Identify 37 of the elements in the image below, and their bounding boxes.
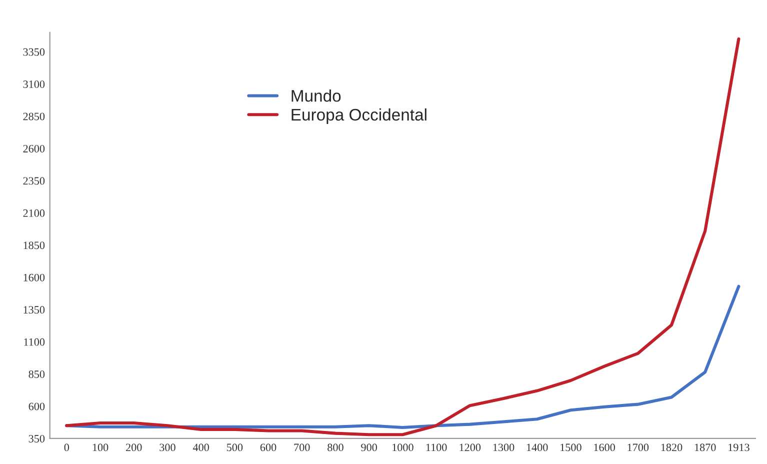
x-tick-label: 100	[92, 444, 108, 452]
legend-label: Mundo	[292, 90, 341, 102]
x-tick-label: 1600	[594, 444, 615, 452]
x-tick-label: 1500	[560, 444, 582, 452]
x-tick-label: 1300	[493, 444, 514, 452]
x-tick-label: 0	[64, 444, 70, 452]
x-tick-label: 1913	[728, 444, 750, 452]
x-tick-label: 600	[260, 444, 276, 452]
y-tick-label: 350	[28, 434, 45, 442]
y-tick-label: 1100	[24, 338, 45, 346]
x-tick-label: 400	[192, 444, 209, 452]
line-series	[65, 37, 740, 436]
x-tick-label: 200	[126, 444, 142, 452]
x-tick-label: 800	[328, 444, 344, 452]
y-tick-label: 2850	[23, 112, 45, 120]
x-tick-label: 1400	[526, 444, 548, 452]
y-tick-label: 600	[28, 402, 45, 410]
y-tick-label: 3350	[23, 48, 45, 56]
y-tick-label: 1350	[24, 306, 45, 314]
x-tick-label: 700	[294, 444, 310, 452]
y-tick-label: 1850	[24, 242, 45, 250]
y-tick-label: 2100	[23, 209, 45, 217]
legend-label: Europa Occidental	[292, 108, 426, 124]
y-tick-label: 850	[28, 370, 45, 378]
x-tick-label: 1100	[426, 444, 447, 452]
y-tick-label: 3100	[23, 80, 45, 88]
x-tick-label: 900	[361, 444, 377, 452]
y-tick-label: 2600	[23, 144, 45, 152]
x-tick-label: 300	[160, 444, 176, 452]
x-tick-label: 1700	[628, 444, 649, 452]
x-tick-label: 500	[226, 444, 243, 452]
y-tick-label: 2350	[23, 177, 45, 185]
x-tick-label: 1820	[661, 444, 682, 452]
x-tick-label: 1870	[694, 444, 716, 452]
x-tick-label: 1200	[460, 444, 481, 452]
x-tick-label: 1000	[392, 444, 414, 452]
y-tick-label: 1600	[24, 274, 45, 282]
